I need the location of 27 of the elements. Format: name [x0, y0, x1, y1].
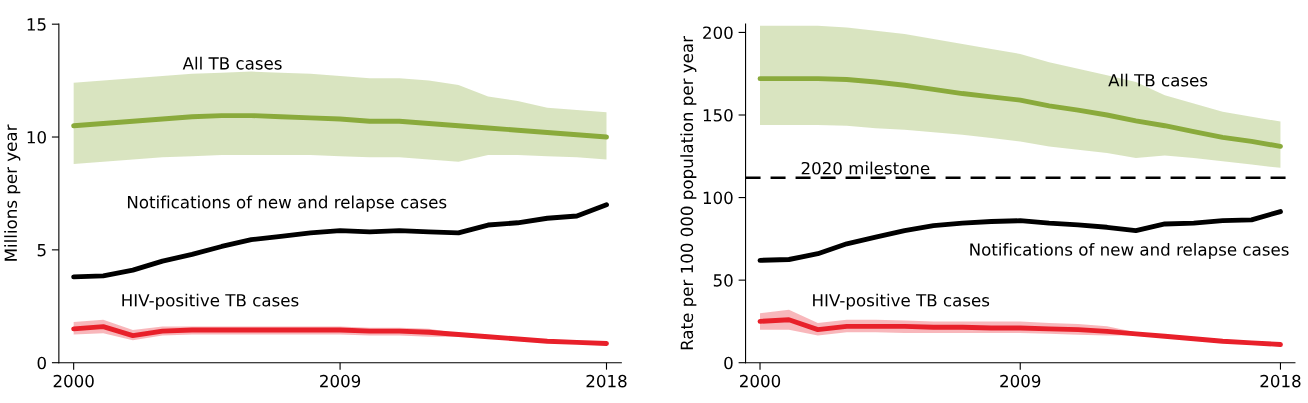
y-tick-label: 50 [713, 274, 733, 287]
y-axis-title: Rate per 100 000 population per year [680, 36, 697, 350]
text: All TB cases [182, 56, 282, 70]
x-tick-label: 2018 [1260, 374, 1301, 388]
series-label: All TB cases [1108, 73, 1208, 87]
y-tick-label: 15 [27, 18, 46, 31]
y-tick-label: 10 [27, 130, 46, 144]
series-label: Notifications of new and relapse cases [127, 195, 447, 212]
y-tick-label: 150 [703, 108, 733, 122]
line-series [71, 324, 609, 346]
y-tick-label: 200 [703, 26, 733, 40]
series-label: HIV-positive TB cases [122, 293, 299, 310]
series-label: Notifications of new and relapse cases [970, 242, 1289, 260]
y-tick-label: 5 [37, 244, 46, 257]
x-tick-label: 2009 [1000, 374, 1041, 388]
x-tick-label: 2000 [740, 374, 781, 388]
ref-line-label: 2020 milestone [801, 161, 930, 175]
line-series [71, 113, 609, 140]
series-label: HIV-positive TB cases [813, 293, 990, 310]
y-tick-label: 100 [703, 191, 733, 205]
x-tick-label: 2000 [53, 374, 94, 388]
y-tick-label: 0 [37, 356, 46, 370]
x-tick-label: 2018 [586, 374, 627, 388]
y-axis-title: Millions per year [4, 124, 21, 261]
x-tick-label: 2009 [320, 374, 361, 388]
y-tick-label: 0 [724, 356, 733, 370]
line-series [757, 317, 1283, 347]
